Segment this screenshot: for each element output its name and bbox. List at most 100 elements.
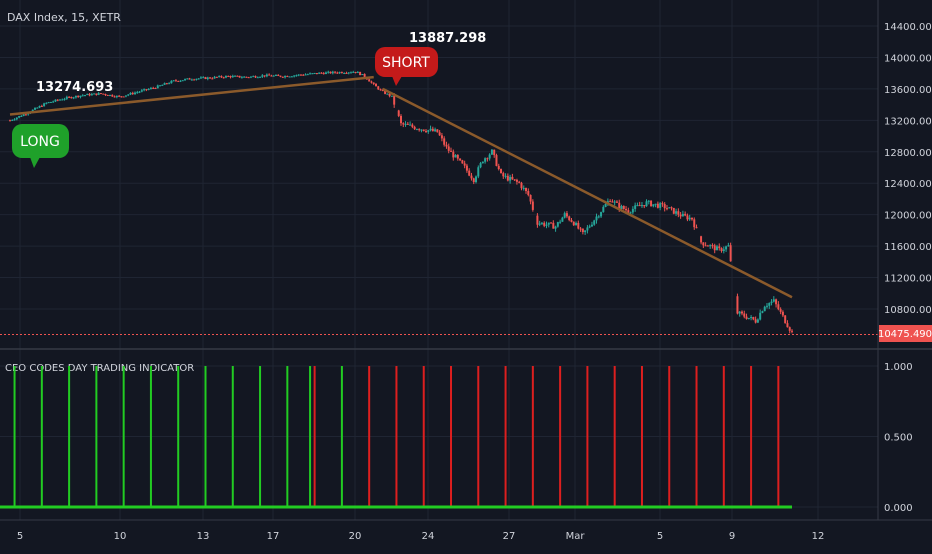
candle-body	[86, 93, 89, 96]
candle-body	[652, 204, 655, 207]
candle-body	[481, 161, 484, 164]
symbol-title: DAX Index, 15, XETR	[7, 11, 121, 24]
price-pane[interactable]	[0, 70, 878, 336]
candle-body	[195, 78, 198, 80]
short-bubble-bg	[375, 47, 438, 77]
candle-body	[284, 76, 287, 78]
candle-body	[270, 75, 273, 77]
candle-body	[252, 76, 255, 78]
last-price-badge: 10475.490	[878, 325, 932, 342]
candle-body	[159, 85, 162, 87]
short-label: SHORT	[382, 55, 430, 71]
candle-body	[136, 92, 139, 94]
long-bubble[interactable]: LONG	[12, 124, 69, 168]
candle-body	[31, 109, 34, 112]
candle-body	[340, 72, 343, 74]
long-bubble-bg	[12, 124, 69, 158]
candle-body	[518, 181, 521, 183]
time-tick-label: 9	[729, 531, 735, 542]
trendlines[interactable]	[9, 75, 793, 299]
indicator-pane[interactable]	[0, 366, 792, 509]
candle-body	[786, 323, 789, 328]
short-bubble-tail	[392, 76, 402, 86]
candle-body	[611, 201, 614, 203]
candle-body	[199, 77, 202, 79]
time-axis[interactable]: 5 10 13 17 20 24 27 Mar 5 9 12	[17, 531, 825, 542]
candle-body	[704, 245, 707, 247]
candle-body	[706, 245, 709, 247]
candle-body	[245, 76, 248, 78]
candle-body	[174, 80, 177, 82]
price-axis[interactable]: 14400.000 14000.000 13600.000 13200.000 1280…	[884, 22, 932, 316]
candle-body	[754, 319, 757, 323]
candle-body	[331, 71, 334, 74]
candle-body	[718, 246, 721, 249]
candle-body	[386, 93, 389, 95]
candle-body	[138, 91, 141, 93]
candle-body	[763, 306, 766, 312]
candle-body	[420, 129, 423, 131]
short-bubble[interactable]: SHORT	[375, 47, 438, 86]
candle-body	[170, 80, 173, 84]
candle-body	[431, 128, 434, 132]
candle-body	[179, 80, 182, 82]
candle-body	[59, 99, 62, 101]
candle-body	[756, 319, 759, 323]
candle-body	[306, 74, 309, 76]
indicator-title: CEO CODES DAY TRADING INDICATOR	[5, 363, 194, 374]
candle-body	[356, 71, 359, 73]
candle-body	[568, 216, 571, 221]
candle-body	[261, 75, 264, 77]
candle-body	[711, 245, 714, 247]
candle-body	[220, 76, 223, 78]
candle-body	[750, 317, 753, 319]
candle-body	[36, 107, 39, 109]
candle-body	[286, 76, 289, 78]
candle-body	[131, 92, 134, 95]
candle-body	[274, 75, 277, 77]
candle-body	[109, 94, 112, 96]
candle-body	[413, 126, 416, 130]
candle-body	[465, 165, 468, 171]
candle-body	[202, 77, 205, 79]
candle-body	[643, 205, 646, 207]
candle-body	[56, 99, 59, 101]
candle-body	[377, 86, 380, 90]
candle-body	[118, 95, 121, 97]
candle-body	[79, 95, 82, 98]
candle-body	[436, 129, 439, 133]
candle-body	[556, 222, 559, 227]
candle-body	[620, 206, 623, 209]
candle-body	[281, 76, 284, 78]
candle-body	[622, 206, 625, 209]
candle-body	[277, 75, 280, 77]
indicator-axis[interactable]: 1.000 0.500 0.000	[884, 362, 913, 514]
candle-body	[461, 160, 464, 164]
candle-body	[715, 246, 718, 251]
candle-body	[70, 96, 73, 99]
candle-body	[24, 114, 27, 116]
candle-body	[661, 203, 664, 205]
candle-body	[27, 113, 30, 115]
candle-body	[629, 212, 632, 214]
candle-body	[600, 212, 603, 217]
candle-body	[297, 74, 300, 76]
candle-body	[163, 83, 166, 85]
candle-body	[761, 311, 764, 313]
candle-body	[788, 327, 791, 331]
candle-body	[565, 213, 568, 217]
time-tick-label: 10	[114, 531, 127, 542]
candle-body	[111, 94, 114, 97]
candle-body	[45, 102, 48, 104]
candle-body	[738, 311, 741, 314]
candle-body	[120, 96, 123, 98]
trendline-0[interactable]	[9, 75, 374, 116]
candle-body	[615, 201, 618, 203]
trendline-1[interactable]	[382, 87, 793, 299]
candle-body	[538, 223, 541, 225]
candle-body	[84, 95, 87, 97]
candle-body	[647, 200, 650, 202]
candle-body	[613, 201, 616, 203]
